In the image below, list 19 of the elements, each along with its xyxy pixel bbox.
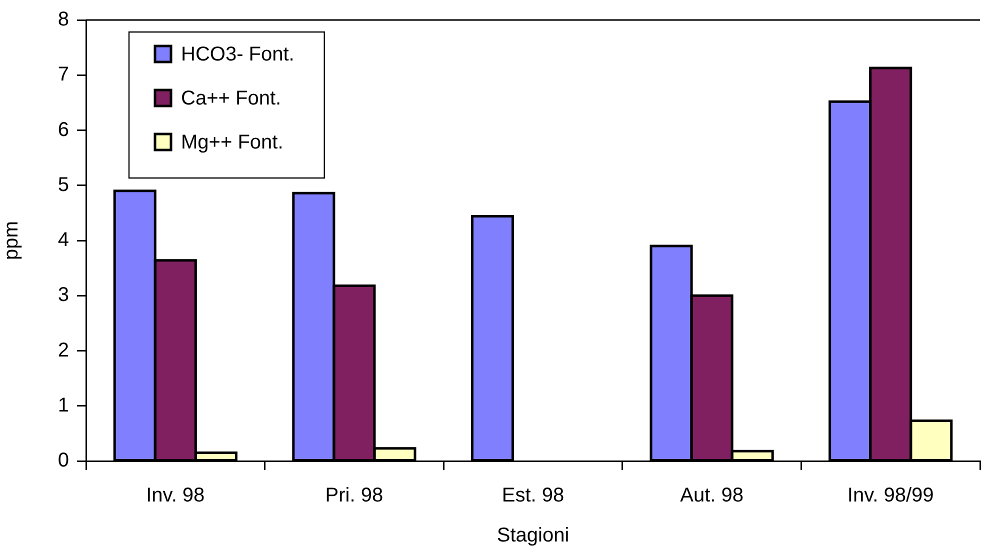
x-tick-label: Inv. 98/99 bbox=[847, 484, 934, 507]
x-tick-label: Inv. 98 bbox=[146, 484, 205, 507]
legend-label: Ca++ Font. bbox=[181, 88, 282, 110]
x-tick-label: Est. 98 bbox=[502, 484, 564, 507]
x-tick-label: Aut. 98 bbox=[680, 484, 744, 507]
y-tick-label: 6 bbox=[58, 118, 69, 141]
y-tick-label: 0 bbox=[58, 450, 69, 472]
y-tick-label: 3 bbox=[58, 284, 69, 306]
y-tick-label: 1 bbox=[58, 394, 69, 416]
y-tick-label: 4 bbox=[58, 229, 69, 252]
legend-label: Mg++ Font. bbox=[181, 132, 284, 154]
x-tick-label: Pri. 98 bbox=[325, 484, 384, 507]
legend-label: HCO3- Font. bbox=[181, 44, 294, 66]
y-tick-label: 8 bbox=[58, 8, 69, 31]
y-tick-label: 5 bbox=[58, 174, 69, 196]
x-axis-title: Stagioni bbox=[496, 524, 570, 547]
y-tick-label: 2 bbox=[58, 339, 69, 362]
y-tick-label: 7 bbox=[58, 64, 69, 86]
y-axis-title: ppm bbox=[0, 221, 23, 260]
